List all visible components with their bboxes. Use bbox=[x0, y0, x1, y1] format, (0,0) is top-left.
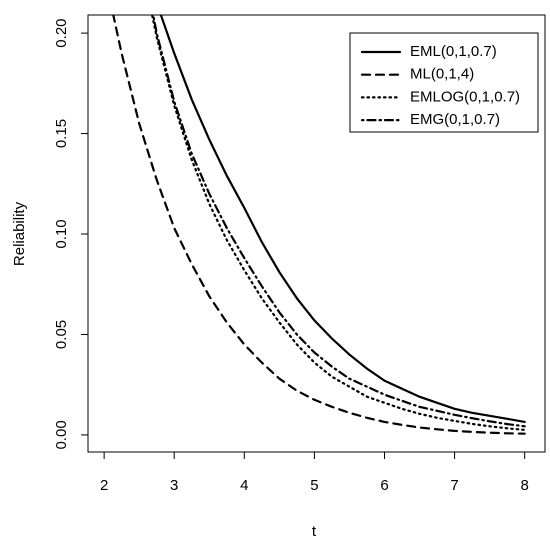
y-axis-label: Reliability bbox=[11, 201, 28, 266]
legend-label: EMLOG(0,1,0.7) bbox=[410, 88, 520, 105]
legend-label: ML(0,1,4) bbox=[410, 66, 474, 83]
x-axis-label: t bbox=[312, 523, 317, 540]
x-tick-label: 2 bbox=[100, 477, 108, 494]
y-tick-label: 0.05 bbox=[53, 320, 70, 349]
x-tick-label: 8 bbox=[521, 477, 529, 494]
line-series bbox=[152, 15, 526, 428]
line-series bbox=[150, 15, 526, 431]
y-tick-label: 0.00 bbox=[53, 420, 70, 449]
y-tick-label: 0.10 bbox=[53, 219, 70, 248]
x-tick-label: 6 bbox=[380, 477, 388, 494]
legend-box bbox=[349, 32, 539, 133]
line-series bbox=[159, 15, 526, 423]
plot-area bbox=[112, 15, 526, 435]
x-tick-label: 7 bbox=[450, 477, 458, 494]
x-tick-label: 4 bbox=[240, 477, 248, 494]
y-tick-label: 0.15 bbox=[53, 119, 70, 148]
legend-label: EMG(0,1,0.7) bbox=[410, 111, 500, 128]
x-tick-label: 3 bbox=[170, 477, 178, 494]
x-tick-label: 5 bbox=[310, 477, 318, 494]
legend-label: EML(0,1,0.7) bbox=[410, 43, 497, 60]
y-tick-label: 0.20 bbox=[53, 18, 70, 47]
line-series bbox=[112, 15, 526, 435]
